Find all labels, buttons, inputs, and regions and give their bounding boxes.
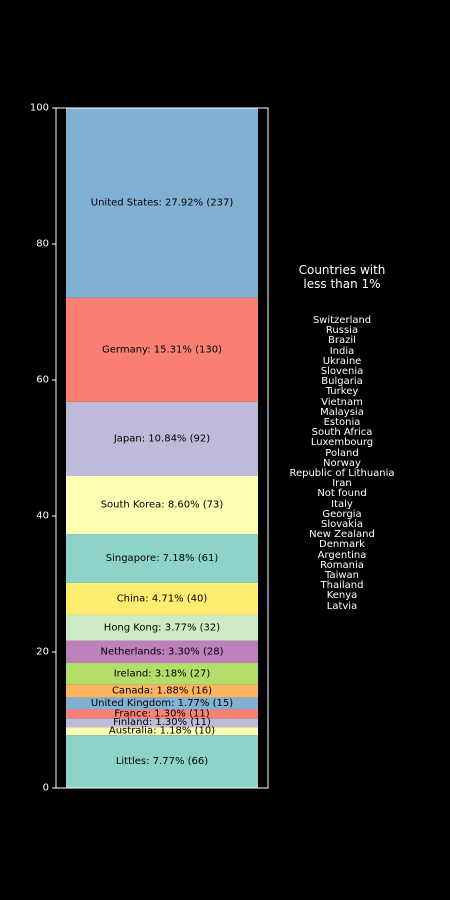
small-country-item: Russia [325,325,359,337]
bar-segment [66,534,258,583]
small-country-item: Brazil [328,335,356,347]
small-country-item: Norway [323,457,361,469]
small-country-item: Georgia [322,508,362,520]
segment-label: Japan: 10.84% (92) [113,433,210,444]
segment-label: South Korea: 8.60% (73) [101,499,224,510]
small-country-item: Slovenia [320,366,364,378]
small-country-item: Estonia [323,417,361,429]
small-country-item: Switzerland [312,315,372,326]
small-country-item: Poland [325,447,359,459]
bar-segment [66,684,258,698]
segment-label: Ireland: 3.18% (27) [114,668,211,679]
small-country-item: Ukraine [322,355,362,367]
segment-label: Netherlands: 3.30% (28) [101,646,224,657]
y-axis: 0 20 40 60 80 100 [30,103,56,794]
small-country-item: Taiwan [324,570,359,582]
segment-label: France: 1.30% (11) [114,708,209,719]
small-countries-title: Countries with less than 1% [298,263,386,291]
small-country-item: Luxembourg [310,437,374,449]
bar-segment [66,735,258,788]
small-country-item: India [329,345,355,357]
y-tick-label: 20 [36,647,49,658]
small-country-item: Malaysia [320,406,364,418]
y-tick-label: 0 [43,783,49,794]
bar-segment [66,709,258,719]
segment-label: United States: 27.92% (237) [91,197,234,208]
small-countries-panel: Countries with less than 1% Switzerland R… [282,263,402,612]
segment-label: Littles: 7.77% (66) [116,756,208,767]
axes-frame [55,107,269,789]
bar-segment [66,663,258,685]
small-country-item: Bulgaria [321,376,363,388]
small-country-item: Kenya [326,590,358,602]
segment-label: Hong Kong: 3.77% (32) [104,622,220,633]
segment-label: Finland: 1.30% (11) [113,717,211,728]
small-country-item: Romania [320,559,364,571]
small-country-item: Latvia [326,600,358,612]
y-tick-label: 60 [36,375,49,386]
small-country-item: Vietnam [321,396,363,408]
bar-segment [66,718,258,728]
small-country-item: Turkey [325,386,359,398]
segment-label: Singapore: 7.18% (61) [106,553,219,564]
y-tick-label: 100 [30,103,49,114]
small-country-item: Republic of Lithuania [289,468,395,480]
y-tick-label: 40 [36,511,49,522]
segment-labels: Littles: 7.77% (66) Australia: 1.18% (10)… [91,197,234,767]
segment-label: China: 4.71% (40) [117,593,208,604]
bar-segment [66,727,258,736]
small-country-item: Thailand [320,580,364,592]
segment-label: United Kingdom: 1.77% (15) [91,698,233,709]
bar-segments [66,107,258,788]
small-country-item: Not found [317,488,367,500]
small-country-item: Italy [331,498,353,510]
small-country-item: New Zealand [309,529,375,541]
bar-segment [66,475,258,535]
y-tick-label: 80 [36,239,49,250]
bar-segment [66,582,258,615]
small-country-item: Argentina [317,549,367,561]
bar-segment [66,697,258,710]
bar-segment [66,640,258,664]
segment-label: Canada: 1.88% (16) [112,686,212,697]
bar-segment [66,614,258,641]
small-country-item: Denmark [319,539,365,551]
small-country-item: Iran [332,478,352,490]
small-countries-list: Switzerland Russia Brazil India Ukraine Slove… [282,315,402,612]
bar-segment [66,297,258,402]
bar-segment [66,401,258,476]
bar-segment [66,107,258,298]
small-country-item: South Africa [311,427,373,439]
segment-label: Germany: 15.31% (130) [102,344,222,355]
segment-label: Australia: 1.18% (10) [109,726,215,737]
small-country-item: Slovakia [321,519,363,531]
